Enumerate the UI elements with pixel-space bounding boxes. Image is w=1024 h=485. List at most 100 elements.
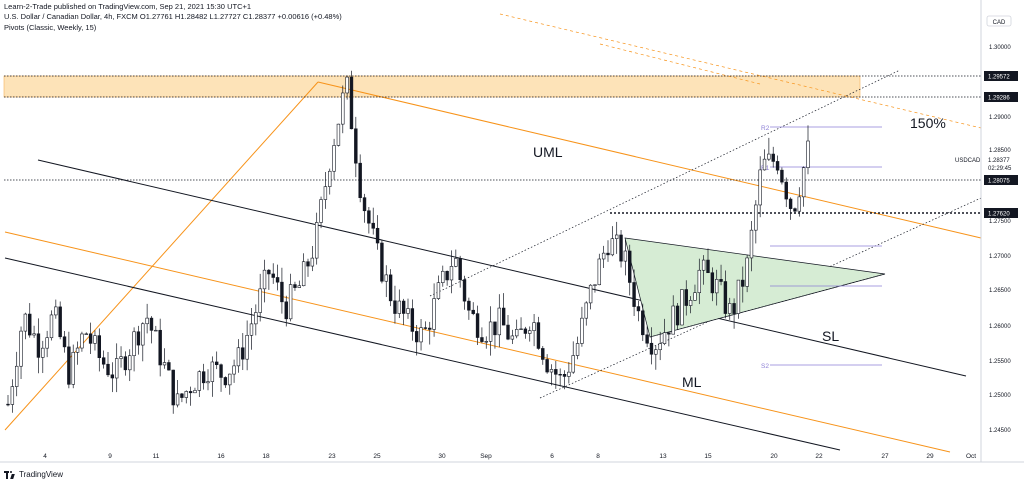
candle-up <box>341 92 345 125</box>
candle-down <box>541 348 545 360</box>
candle-up <box>688 300 693 306</box>
candle-up <box>310 257 315 267</box>
x-tick-label: 8 <box>596 453 600 460</box>
candle-up <box>258 288 262 313</box>
candle-down <box>788 198 793 209</box>
candle-up <box>449 266 454 281</box>
tradingview-logo[interactable]: TradingView <box>4 470 63 479</box>
candle-up <box>549 369 554 373</box>
candle-down <box>241 347 245 360</box>
candle-up <box>693 292 697 301</box>
candle-down <box>280 281 284 303</box>
candle-up <box>332 145 336 172</box>
candle-down <box>632 282 636 307</box>
candle-up <box>254 312 258 325</box>
candle-down <box>367 210 371 224</box>
candle-up <box>32 333 36 336</box>
candles-layer <box>6 70 810 414</box>
indicator-legend[interactable]: Pivots (Classic, Weekly, 15) <box>4 23 97 32</box>
tradingview-icon <box>4 470 15 479</box>
candle-up <box>441 270 445 283</box>
candle-down <box>619 234 623 262</box>
candle-up <box>49 314 54 339</box>
candle-down <box>393 300 397 314</box>
y-tick-label: 1.25500 <box>989 359 1011 365</box>
candle-up <box>336 123 341 146</box>
candle-up <box>514 329 519 337</box>
candle-down <box>358 162 362 198</box>
annotation-uml: UML <box>533 144 563 160</box>
y-tick-label: 1.24500 <box>989 428 1011 434</box>
candle-up <box>714 279 719 294</box>
candle-down <box>467 300 471 311</box>
price-label-text: 1.29572 <box>988 75 1010 81</box>
candle-up <box>671 305 675 335</box>
triangle-pattern <box>624 237 886 338</box>
x-tick-label: 25 <box>373 453 381 460</box>
candle-up <box>93 335 97 344</box>
candle-up <box>745 257 749 287</box>
candle-up <box>528 330 532 334</box>
candle-up <box>419 327 423 343</box>
candle-up <box>45 337 49 349</box>
pitchfork-handle-line <box>4 81 319 431</box>
candle-down <box>28 313 32 336</box>
candle-up <box>141 323 145 346</box>
candle-up <box>658 343 662 351</box>
candle-up <box>249 323 254 336</box>
candle-up <box>454 258 458 267</box>
candle-up <box>10 386 15 405</box>
candle-down <box>306 261 310 267</box>
candle-down <box>88 333 93 344</box>
candle-down <box>371 222 375 229</box>
candle-up <box>697 269 702 293</box>
candle-up <box>701 259 706 271</box>
candle-down <box>780 169 784 183</box>
price-label-text: 1.27620 <box>988 212 1010 218</box>
candle-up <box>758 169 762 206</box>
y-tick-label: 1.30000 <box>989 45 1011 51</box>
drawings-layer: R2R1S2 <box>4 13 982 453</box>
y-tick-label: 1.26000 <box>989 324 1011 330</box>
candle-up <box>323 186 328 200</box>
candle-up <box>206 381 210 384</box>
candle-down <box>462 279 467 302</box>
x-tick-label: 6 <box>550 453 554 460</box>
candle-down <box>293 284 297 288</box>
candle-up <box>210 361 215 382</box>
candle-down <box>723 281 728 314</box>
overlay-layer: UML 150% SL ML <box>533 115 946 390</box>
candle-up <box>484 341 488 343</box>
candle-down <box>719 279 723 282</box>
candle-up <box>597 258 602 286</box>
candle-up <box>580 317 584 344</box>
candle-down <box>158 329 162 366</box>
dashed-upper-line <box>499 13 982 129</box>
candle-down <box>793 208 797 212</box>
candle-up <box>397 300 402 314</box>
candle-up <box>193 390 197 394</box>
candle-down <box>188 391 193 394</box>
candle-up <box>71 351 75 385</box>
candle-down <box>506 324 510 340</box>
candle-down <box>101 357 106 365</box>
candle-down <box>710 272 715 294</box>
candle-down <box>375 227 380 244</box>
candle-down <box>675 305 680 326</box>
x-tick-label: 18 <box>262 453 270 460</box>
candle-up <box>488 321 493 342</box>
candle-down <box>223 377 228 386</box>
currency-badge <box>986 15 1012 27</box>
candle-up <box>301 261 306 287</box>
x-tick-label: 4 <box>43 453 47 460</box>
candle-down <box>6 403 10 406</box>
candle-down <box>628 250 632 283</box>
candle-down <box>645 334 649 344</box>
candle-down <box>428 327 432 330</box>
candle-up <box>114 358 119 379</box>
candle-down <box>123 356 128 371</box>
symbol-title[interactable]: U.S. Dollar / Canadian Dollar, 4h, FXCM <box>4 12 138 21</box>
resistance-zone[interactable] <box>3 75 861 98</box>
x-tick-label: 27 <box>881 453 889 460</box>
